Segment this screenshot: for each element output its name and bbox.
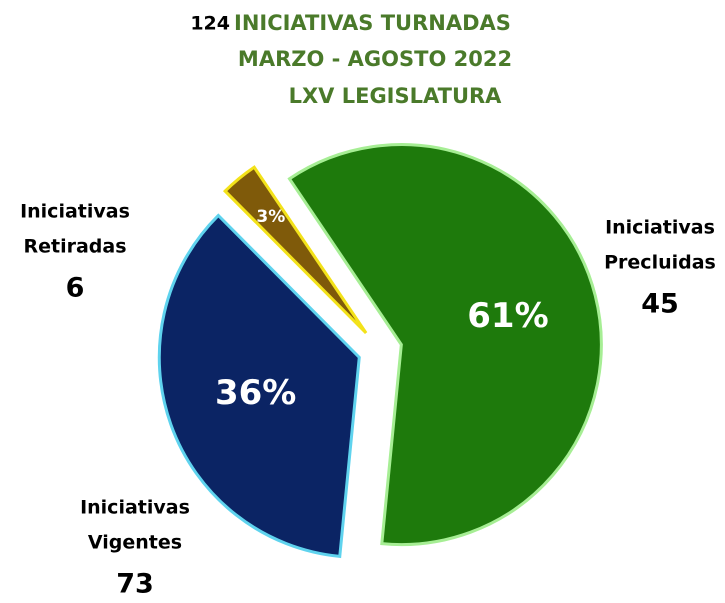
value-label: 3% [256,207,285,227]
category-label: Retiradas [23,236,126,258]
value-label: 61% [467,296,548,336]
total: 124 [190,13,230,35]
subtitle: MARZO - AGOSTO 2022 [238,47,512,71]
pie-slice [287,143,603,547]
category-label: Vigentes [88,532,182,554]
pie-slice [157,213,361,559]
pie-slice [222,165,368,335]
chart-title: INICIATIVAS TURNADAS [234,11,511,35]
category-label: Iniciativas [20,201,130,223]
count-label: 73 [116,569,154,600]
value-label: 36% [215,373,296,413]
count-label: 45 [641,289,679,320]
category-label: Iniciativas [605,217,715,239]
subtitle: LXV LEGISLATURA [289,84,503,108]
count-label: 6 [66,273,85,304]
category-label: Precluidas [604,252,716,274]
category-label: Iniciativas [80,497,190,519]
